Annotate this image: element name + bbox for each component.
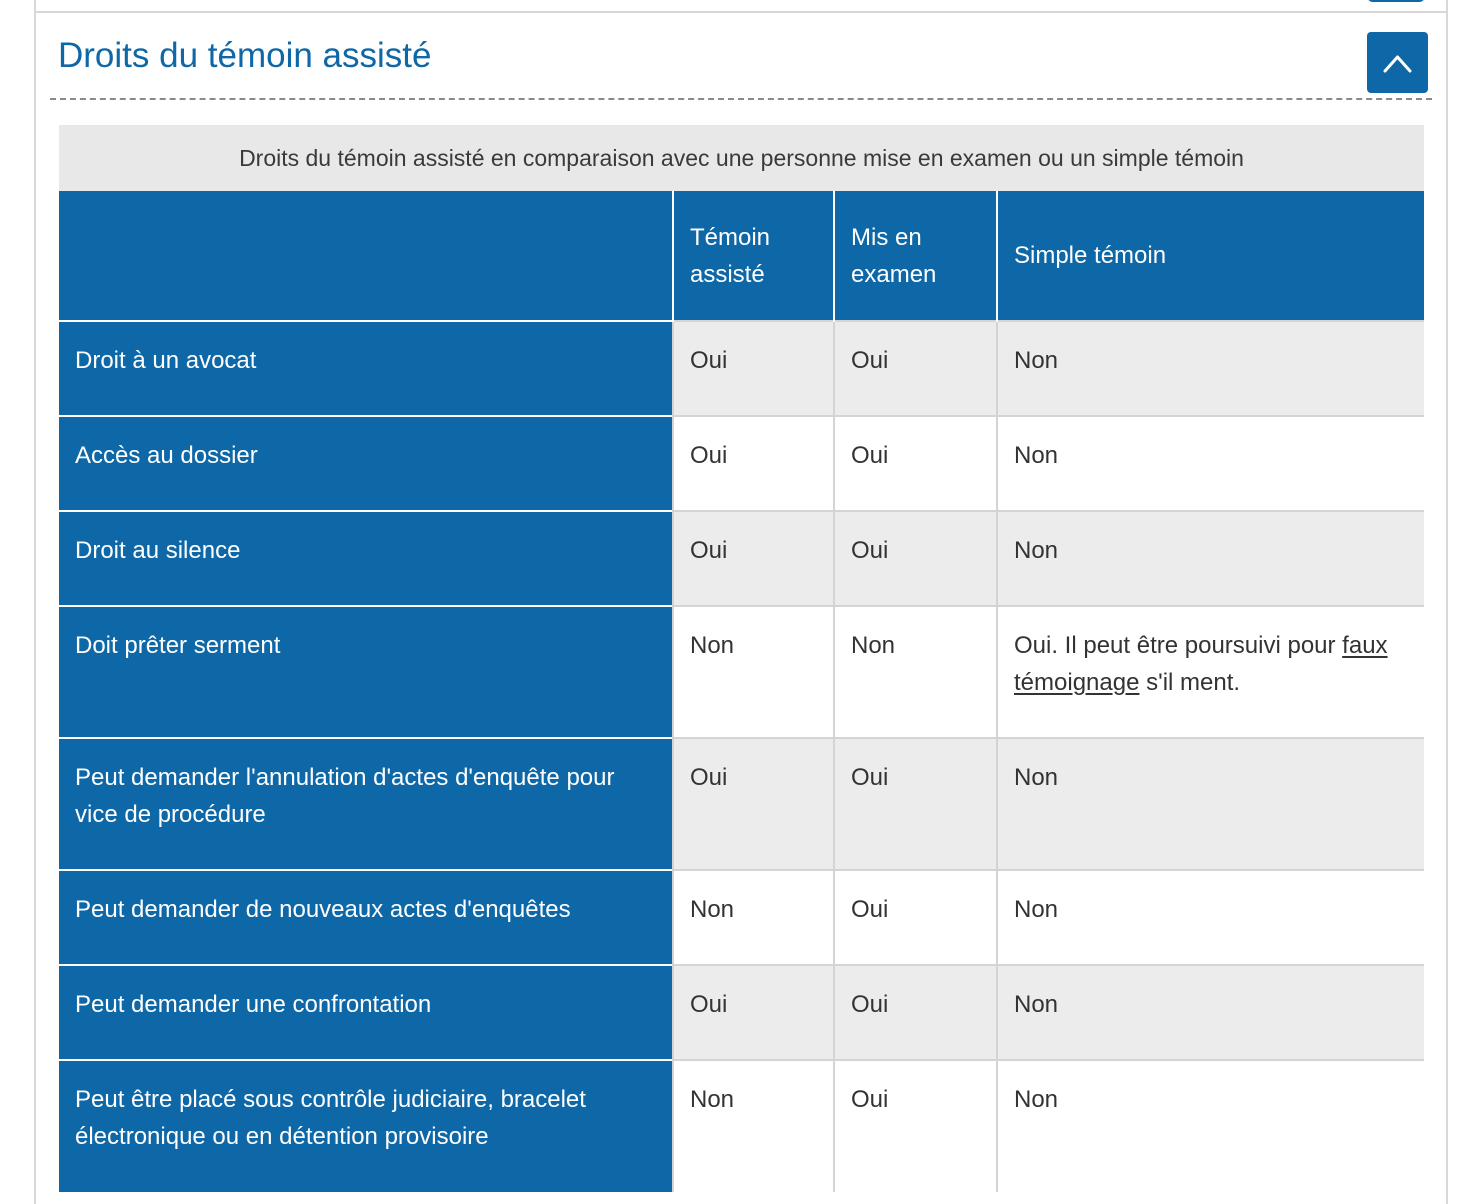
table-row: Doit prêter serment Non Non Oui. Il peut… <box>59 605 1424 738</box>
row-label: Peut demander de nouveaux actes d'enquêt… <box>59 869 673 965</box>
cell-temoin-assiste: Oui <box>672 737 834 870</box>
column-header-empty <box>59 191 673 321</box>
cell-text-after-link: s'il ment. <box>1139 669 1241 696</box>
cell-simple-temoin: Non <box>996 964 1424 1060</box>
row-label: Droit à un avocat <box>59 320 673 416</box>
cell-mis-en-examen: Oui <box>833 964 997 1060</box>
cell-mis-en-examen: Oui <box>833 415 997 511</box>
row-label: Accès au dossier <box>59 415 673 511</box>
cell-temoin-assiste: Oui <box>672 320 834 416</box>
cell-simple-temoin: Non <box>996 737 1424 870</box>
cell-mis-en-examen: Oui <box>833 1059 997 1192</box>
content-frame <box>34 0 1448 1204</box>
cell-mis-en-examen: Oui <box>833 320 997 416</box>
section-title: Droits du témoin assisté <box>58 36 432 75</box>
cell-temoin-assiste: Oui <box>672 415 834 511</box>
cell-simple-temoin: Non <box>996 1059 1424 1192</box>
row-label: Peut être placé sous contrôle judiciaire… <box>59 1059 673 1192</box>
cell-mis-en-examen: Oui <box>833 737 997 870</box>
top-divider <box>34 11 1448 13</box>
table-header-row: Témoin assisté Mis en examen Simple témo… <box>59 191 1424 321</box>
cell-temoin-assiste: Non <box>672 869 834 965</box>
chevron-up-icon <box>1383 55 1412 73</box>
row-label: Droit au silence <box>59 510 673 606</box>
section-divider <box>50 98 1432 100</box>
column-header-simple-temoin: Simple témoin <box>996 191 1424 321</box>
cell-simple-temoin: Non <box>996 320 1424 416</box>
cell-text-before-link: Oui. Il peut être poursuivi pour <box>1014 632 1343 659</box>
table-row: Peut demander de nouveaux actes d'enquêt… <box>59 869 1424 965</box>
rights-comparison-table: Droits du témoin assisté en comparaison … <box>59 125 1424 1192</box>
row-label: Doit prêter serment <box>59 605 673 738</box>
row-label: Peut demander l'annulation d'actes d'enq… <box>59 737 673 870</box>
cell-temoin-assiste: Non <box>672 605 834 738</box>
table-row: Droit au silence Oui Oui Non <box>59 510 1424 606</box>
cell-mis-en-examen: Oui <box>833 869 997 965</box>
cell-mis-en-examen: Oui <box>833 510 997 606</box>
cell-temoin-assiste: Oui <box>672 510 834 606</box>
table-row: Peut demander l'annulation d'actes d'enq… <box>59 737 1424 870</box>
cell-temoin-assiste: Non <box>672 1059 834 1192</box>
cell-simple-temoin: Oui. Il peut être poursuivi pour faux té… <box>996 605 1424 738</box>
table-row: Droit à un avocat Oui Oui Non <box>59 320 1424 416</box>
table-caption: Droits du témoin assisté en comparaison … <box>59 125 1424 191</box>
table-row: Peut être placé sous contrôle judiciaire… <box>59 1059 1424 1192</box>
cell-simple-temoin: Non <box>996 415 1424 511</box>
collapse-section-button[interactable] <box>1367 32 1428 93</box>
row-label: Peut demander une confrontation <box>59 964 673 1060</box>
faux-temoignage-link[interactable]: faux témoignage <box>1014 632 1388 696</box>
cell-mis-en-examen: Non <box>833 605 997 738</box>
table-row: Peut demander une confrontation Oui Oui … <box>59 964 1424 1060</box>
cell-temoin-assiste: Oui <box>672 964 834 1060</box>
cell-simple-temoin: Non <box>996 869 1424 965</box>
column-header-mis-en-examen: Mis en examen <box>833 191 997 321</box>
cell-simple-temoin: Non <box>996 510 1424 606</box>
table-row: Accès au dossier Oui Oui Non <box>59 415 1424 511</box>
column-header-temoin-assiste: Témoin assisté <box>672 191 834 321</box>
